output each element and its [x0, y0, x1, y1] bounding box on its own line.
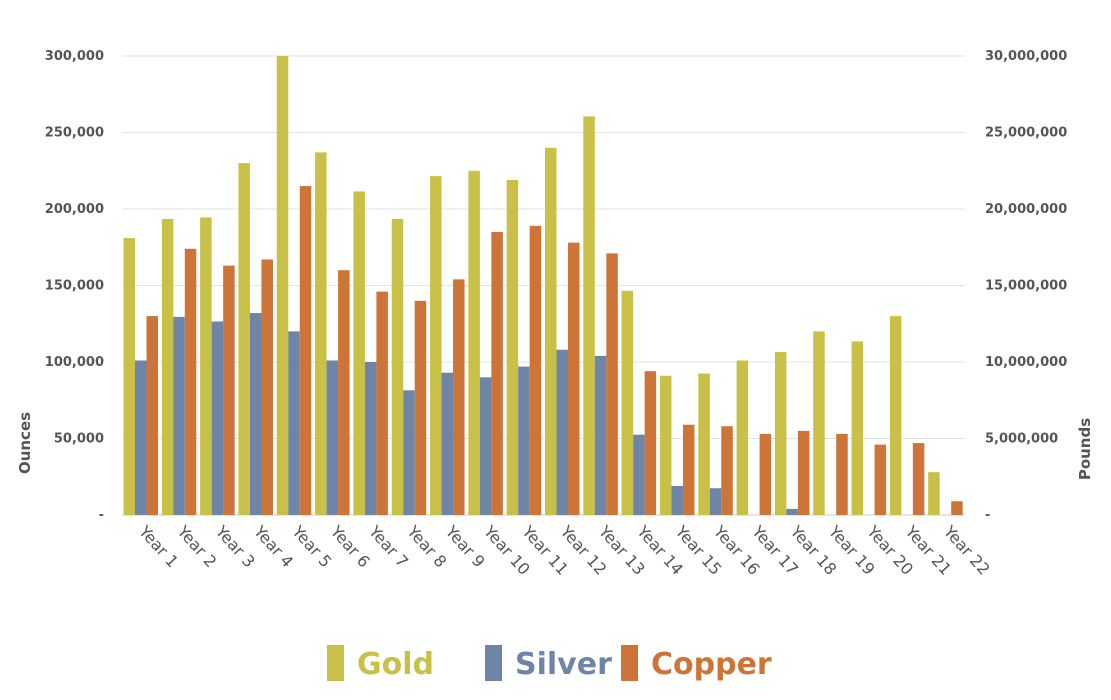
- right-tick-label: 15,000,000: [985, 279, 1067, 294]
- bar-silver-year-12: [556, 349, 568, 515]
- bars: [123, 56, 963, 516]
- bar-silver-year-18: [786, 508, 798, 515]
- bar-gold-year-10: [468, 170, 480, 515]
- bar-copper-year-17: [759, 433, 772, 515]
- right-tick-label: -: [985, 508, 990, 523]
- right-axis-title: Pounds: [1076, 418, 1094, 480]
- legend-label-gold: Gold: [357, 647, 434, 682]
- bar-copper-year-2: [184, 248, 197, 515]
- bar-silver-year-11: [518, 366, 530, 515]
- bar-silver-year-5: [288, 331, 300, 515]
- right-tick-label: 5,000,000: [985, 432, 1058, 447]
- left-tick-label: 50,000: [54, 432, 104, 447]
- bar-copper-year-22: [951, 501, 963, 515]
- bar-gold-year-22: [928, 472, 940, 515]
- legend: Gold Silver Copper: [327, 645, 772, 682]
- bar-gold-year-5: [276, 56, 289, 515]
- bar-copper-year-1: [146, 316, 158, 515]
- right-tick-label: 30,000,000: [985, 49, 1067, 64]
- bar-copper-year-18: [797, 430, 810, 515]
- bar-copper-year-3: [223, 265, 235, 515]
- bar-gold-year-4: [238, 163, 250, 515]
- right-tick-label: 20,000,000: [985, 202, 1067, 217]
- bar-silver-year-4: [249, 313, 262, 515]
- bar-gold-year-7: [353, 191, 365, 515]
- left-tick-label: 150,000: [45, 279, 104, 294]
- bar-copper-year-11: [529, 225, 542, 515]
- bar-copper-year-20: [874, 444, 887, 515]
- bar-gold-year-18: [774, 352, 787, 515]
- left-tick-label: 250,000: [45, 126, 104, 141]
- bar-gold-year-17: [736, 360, 749, 515]
- left-axis-title: Ounces: [16, 412, 34, 474]
- category-label: Year 8: [403, 521, 451, 571]
- legend-swatch-copper: [621, 645, 638, 681]
- category-label: Year 1: [135, 521, 183, 571]
- bar-gold-year-19: [813, 331, 825, 515]
- bar-silver-year-10: [479, 377, 492, 515]
- category-label: Year 3: [211, 521, 259, 571]
- bar-copper-year-21: [912, 443, 925, 515]
- bar-gold-year-6: [315, 152, 327, 515]
- bar-copper-year-13: [606, 253, 618, 515]
- bar-gold-year-14: [621, 290, 634, 515]
- bar-copper-year-4: [261, 259, 273, 515]
- bar-silver-year-3: [211, 321, 224, 515]
- right-tick-label: 25,000,000: [985, 126, 1067, 141]
- bar-silver-year-8: [403, 390, 415, 515]
- bar-silver-year-1: [135, 360, 147, 515]
- category-label: Year 2: [173, 521, 221, 571]
- category-label: Year 9: [441, 521, 489, 571]
- bar-silver-year-15: [671, 485, 683, 515]
- bar-copper-year-15: [682, 424, 695, 515]
- bar-gold-year-20: [851, 341, 864, 515]
- bar-gold-year-11: [506, 179, 519, 515]
- bar-copper-year-6: [338, 270, 350, 515]
- left-tick-label: 300,000: [45, 49, 104, 64]
- bar-silver-year-14: [633, 434, 645, 515]
- bar-gold-year-16: [698, 373, 710, 515]
- bar-copper-year-12: [568, 242, 580, 515]
- legend-label-silver: Silver: [515, 647, 612, 682]
- left-tick-label: -: [99, 508, 104, 523]
- bar-gold-year-2: [161, 218, 174, 515]
- left-tick-label: 100,000: [45, 355, 104, 370]
- bar-silver-year-7: [364, 362, 377, 515]
- bar-copper-year-5: [299, 186, 312, 516]
- bar-silver-year-16: [709, 488, 722, 515]
- bar-silver-year-6: [326, 360, 339, 515]
- bar-gold-year-13: [583, 116, 595, 515]
- bar-silver-year-13: [594, 355, 607, 515]
- bar-silver-year-2: [173, 316, 185, 515]
- bar-silver-year-9: [441, 372, 454, 515]
- left-tick-label: 200,000: [45, 202, 104, 217]
- legend-swatch-gold: [327, 645, 344, 681]
- bar-gold-year-12: [545, 147, 557, 516]
- bar-gold-year-1: [123, 238, 135, 515]
- category-label: Year 4: [249, 521, 297, 571]
- bar-copper-year-16: [721, 426, 733, 515]
- bar-copper-year-19: [836, 433, 848, 515]
- legend-swatch-silver: [485, 645, 502, 681]
- right-axis-ticks: - 5,000,000 10,000,000 15,000,000 20,000,000…: [985, 49, 1067, 523]
- bar-gold-year-21: [889, 316, 902, 515]
- legend-label-copper: Copper: [651, 647, 772, 682]
- left-axis-ticks: - 50,000 100,000 150,000 200,000 250,000 300,0…: [45, 49, 104, 523]
- category-label: Year 6: [326, 521, 374, 571]
- bar-gold-year-3: [200, 217, 212, 516]
- right-tick-label: 10,000,000: [985, 355, 1067, 370]
- bar-copper-year-9: [453, 279, 465, 515]
- category-label: Year 5: [288, 521, 336, 571]
- bar-copper-year-10: [491, 231, 503, 515]
- bar-gold-year-15: [659, 375, 672, 515]
- bar-copper-year-8: [414, 300, 427, 515]
- bar-gold-year-9: [430, 176, 442, 516]
- bar-copper-year-14: [644, 371, 657, 515]
- bar-copper-year-7: [376, 291, 388, 515]
- category-label: Year 7: [364, 521, 412, 571]
- bar-gold-year-8: [391, 218, 404, 515]
